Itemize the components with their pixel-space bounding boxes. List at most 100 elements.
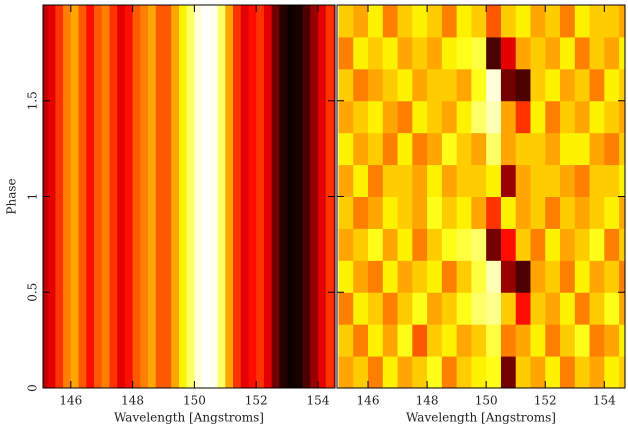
heatmap-cell [471,36,487,70]
heatmap-cell [530,164,546,197]
heatmap-cell [589,356,605,388]
heatmap-cell [560,324,576,357]
heatmap-cell [500,356,517,388]
heatmap-cell [574,132,591,166]
heatmap-cell [441,324,458,357]
x-tick-label: 150 [475,394,498,408]
heatmap-cell [619,68,625,102]
heatmap-cell [560,356,576,388]
heatmap-cell [225,5,234,388]
heatmap-cell [471,196,487,229]
heatmap-cell [412,5,428,38]
heatmap-cell [368,228,384,261]
heatmap-cell [619,132,625,166]
heatmap-cell [338,292,354,325]
heatmap-cell [619,36,625,70]
heatmap-cell [397,260,413,293]
heatmap-cell [412,36,428,70]
heatmap-cell [471,68,487,102]
heatmap-cell [471,324,487,357]
heatmap-cell [574,5,591,38]
heatmap-cell [530,228,546,261]
heatmap-cell [47,5,56,388]
heatmap-cell [530,292,546,325]
heatmap-cell [441,260,458,293]
heatmap-cell [353,5,369,38]
heatmap-cell [560,228,576,261]
heatmap-cell [353,164,369,197]
heatmap-cell [545,324,561,357]
heatmap-cell [338,260,354,293]
heatmap-cell [368,36,384,70]
heatmap-cell [456,324,472,357]
heatmap-cell [560,164,576,197]
heatmap-cell [412,164,428,197]
heatmap-cell [530,356,546,388]
heatmap-cell [574,164,591,197]
heatmap-cell [427,164,443,197]
heatmap-cell [456,292,472,325]
heatmap-cell [500,36,517,70]
heatmap-cell [589,164,605,197]
heatmap-cell [515,356,531,388]
heatmap-cell [427,36,443,70]
heatmap-cell [427,356,443,388]
heatmap-cell [574,292,591,325]
heatmap-cell [427,132,443,166]
heatmap-cell [353,132,369,166]
heatmap-cell [486,228,502,261]
heatmap-cell [471,100,487,134]
heatmap-cell [545,356,561,388]
heatmap-cell [132,5,141,388]
heatmap-cell [397,36,413,70]
heatmap-cell [619,196,625,229]
heatmap-cell [486,196,502,229]
x-tick-label: 148 [121,394,144,408]
heatmap-cell [515,196,531,229]
heatmap-cell [412,324,428,357]
heatmap-cell [148,5,157,388]
x-tick-label: 146 [59,394,82,408]
heatmap-cell [486,36,502,70]
heatmap-cell [397,132,413,166]
y-tick-label: 1 [26,193,40,201]
heatmap-cell [412,132,428,166]
heatmap-cell [186,5,195,388]
heatmap-cell [412,292,428,325]
heatmap-cell [486,68,502,102]
heatmap-cell [353,68,369,102]
heatmap-cell [441,68,458,102]
heatmap-cell [545,68,561,102]
heatmap-cell [427,228,443,261]
heatmap-cell [441,100,458,134]
heatmap-cell [412,356,428,388]
heatmap-cell [397,5,413,38]
heatmap-cell [368,260,384,293]
heatmap-cell [194,5,203,388]
heatmap-cell [589,132,605,166]
heatmap-cell [263,5,273,388]
heatmap-cell [397,356,413,388]
heatmap-cell [55,5,64,388]
heatmap-cell [560,5,576,38]
heatmap-cell [515,260,531,293]
heatmap-cell [412,260,428,293]
heatmap-cell [619,356,625,388]
heatmap-cell [368,68,384,102]
heatmap-cell [471,5,487,38]
heatmap-cell [515,100,531,134]
heatmap-cell [338,164,354,197]
heatmap-cell [589,324,605,357]
x-axis-label: Wavelength [Angstroms] [406,411,556,425]
heatmap-cell [456,356,472,388]
heatmap-cell [456,100,472,134]
heatmap-cell [163,5,172,388]
heatmap-cell [560,260,576,293]
heatmap-cell [353,196,369,229]
heatmap-cell [368,324,384,357]
heatmap-cell [545,164,561,197]
heatmap-cell [78,5,87,388]
heatmap-cell [338,228,354,261]
heatmap-cell [382,196,399,229]
heatmap-cell [427,196,443,229]
